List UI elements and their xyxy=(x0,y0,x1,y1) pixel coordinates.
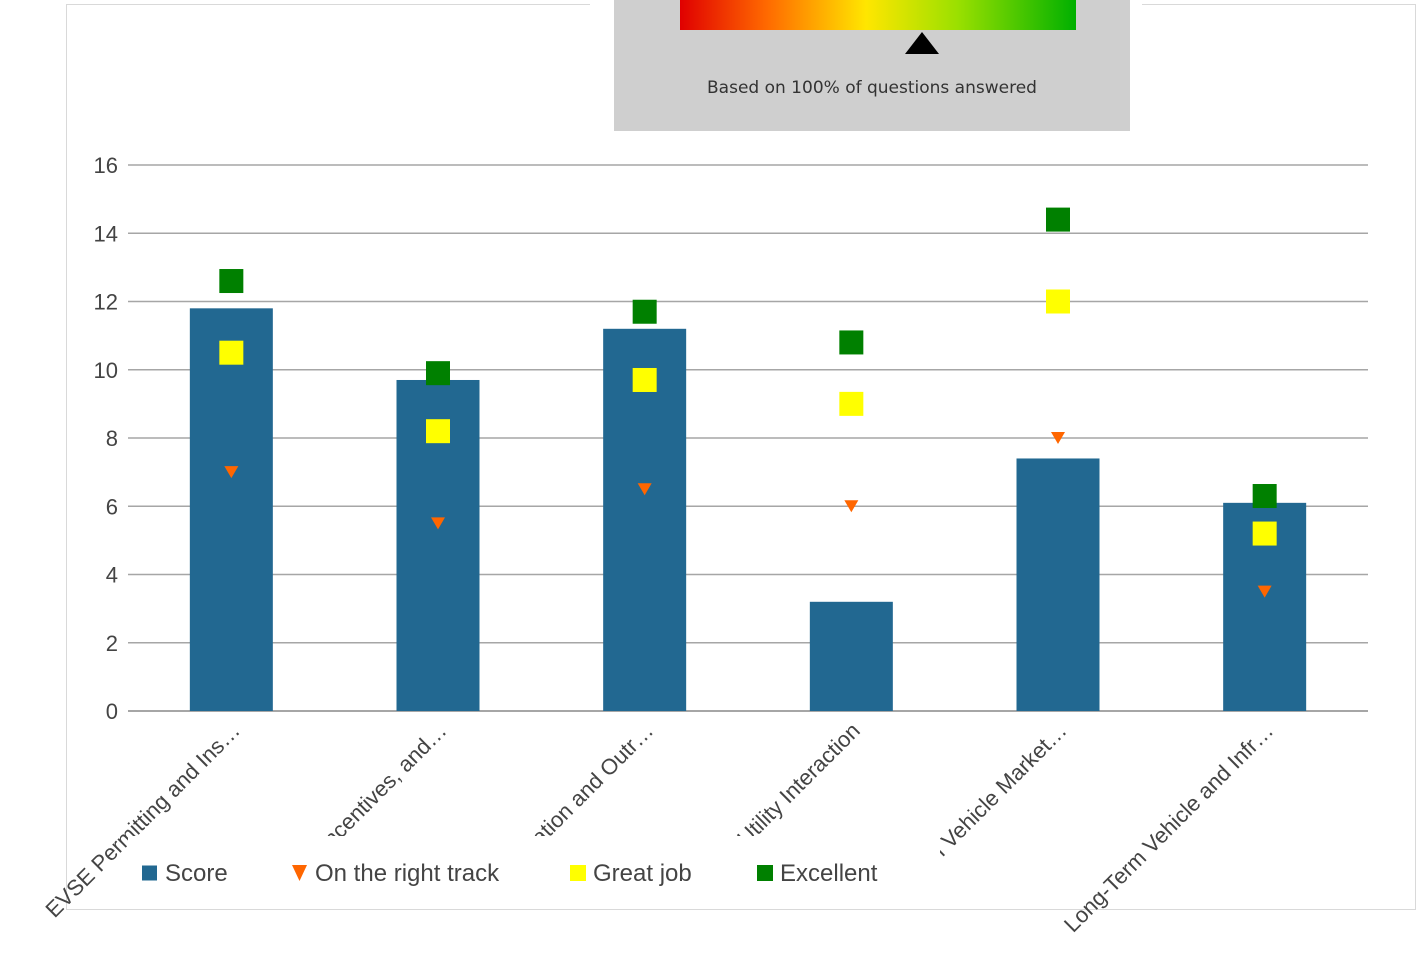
gauge-caption: Based on 100% of questions answered xyxy=(707,78,1037,98)
great-job-marker xyxy=(1046,289,1070,314)
great-job-marker xyxy=(1252,521,1277,546)
excellent-marker xyxy=(219,269,244,294)
excellent-marker xyxy=(1252,484,1277,509)
y-tick-label: 8 xyxy=(106,426,118,451)
great-job-marker xyxy=(632,367,657,392)
x-category-label: Long-Term Vehicle and Infr… xyxy=(1059,718,1278,937)
gauge-pointer-icon xyxy=(904,32,939,54)
score-gauge-panel: Based on 100% of questions answered xyxy=(614,0,1130,131)
excellent-marker xyxy=(1046,207,1070,232)
on-track-marker xyxy=(637,483,652,496)
great-job-marker xyxy=(839,391,864,416)
legend-swatch-3 xyxy=(757,865,773,881)
y-tick-label: 4 xyxy=(106,563,118,588)
great-job-marker xyxy=(426,419,450,444)
score-bar xyxy=(1016,458,1100,711)
on-track-marker xyxy=(431,517,445,530)
legend-swatch-2 xyxy=(570,865,586,881)
score-bar xyxy=(809,601,893,711)
y-tick-label: 10 xyxy=(94,358,118,383)
y-tick-label: 16 xyxy=(94,153,118,178)
y-tick-label: 6 xyxy=(106,494,118,519)
x-category-label: Utility Interaction xyxy=(732,718,865,851)
y-tick-label: 12 xyxy=(94,290,118,315)
on-track-marker xyxy=(1257,585,1272,598)
y-tick-label: 0 xyxy=(106,699,118,724)
legend-label: On the right track xyxy=(315,860,500,887)
excellent-marker xyxy=(426,361,450,386)
excellent-marker xyxy=(839,330,864,355)
legend-box xyxy=(128,836,940,908)
legend-swatch-1 xyxy=(292,865,307,881)
on-track-marker xyxy=(1051,432,1065,444)
score-bar xyxy=(603,328,687,711)
legend-label: Great job xyxy=(593,860,692,887)
great-job-marker xyxy=(219,340,244,365)
gauge-color-bar xyxy=(680,0,1076,30)
excellent-marker xyxy=(632,299,657,324)
legend-label: Score xyxy=(165,860,228,887)
on-track-marker xyxy=(844,500,859,513)
legend-label: Excellent xyxy=(780,860,878,887)
y-tick-label: 2 xyxy=(106,631,118,656)
legend-swatch-0 xyxy=(142,865,157,881)
y-tick-label: 14 xyxy=(94,221,118,246)
on-track-marker xyxy=(224,466,239,479)
score-bar xyxy=(189,308,273,711)
